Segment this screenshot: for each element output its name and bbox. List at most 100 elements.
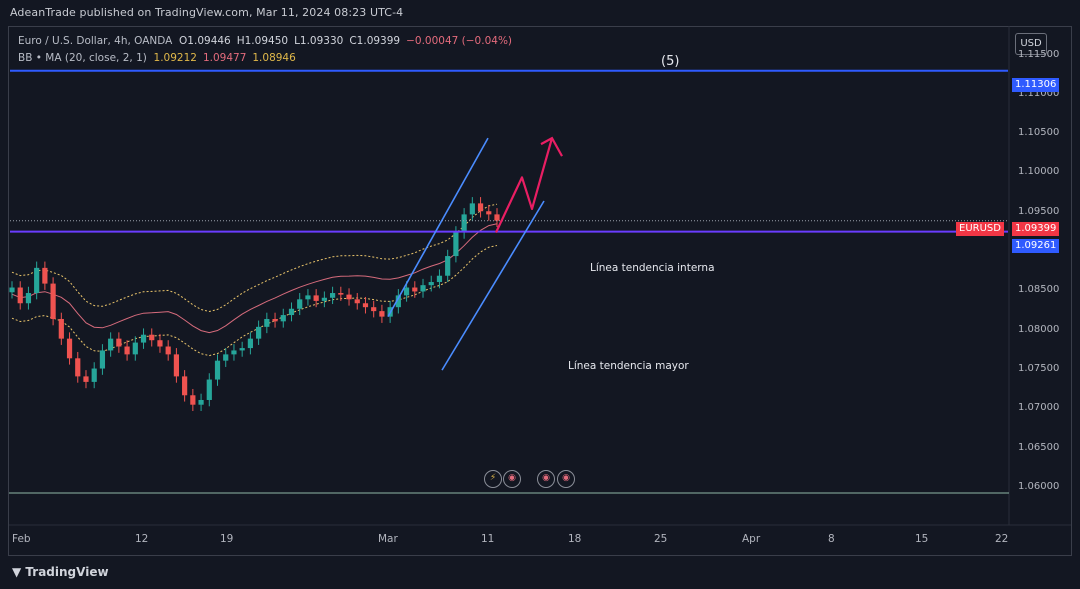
time-tick-label: 25	[654, 533, 668, 545]
candle-body	[206, 379, 212, 400]
projection-arrow	[495, 136, 563, 233]
candle-body	[346, 294, 352, 300]
candle-body	[124, 346, 130, 355]
candle-body	[247, 338, 253, 349]
legend-bb-upper: 1.09477	[202, 52, 247, 64]
candle-body	[231, 350, 237, 355]
legend-high: H1.09450	[236, 35, 289, 47]
us-flag-event-icon[interactable]: ◉	[557, 470, 575, 488]
candle-body	[313, 295, 319, 301]
legend-low: L1.09330	[294, 35, 344, 47]
time-tick-label: Mar	[378, 533, 398, 545]
legend-bb-title: BB • MA (20, close, 2, 1)	[18, 52, 147, 64]
price-tick-label: 1.11000	[1018, 87, 1060, 99]
candle-body	[445, 256, 451, 276]
candle-body	[256, 326, 262, 339]
candle-body	[264, 318, 270, 327]
bb-basis-line	[11, 223, 498, 334]
candle-body	[469, 203, 475, 215]
candle-body	[453, 232, 459, 257]
candle-body	[42, 267, 48, 284]
price-tick-label: 1.10500	[1018, 127, 1060, 139]
candle-body	[371, 307, 377, 312]
projection-path	[495, 137, 554, 233]
candle-body	[25, 293, 32, 304]
candle-body	[288, 308, 295, 316]
candle-body	[239, 348, 245, 351]
candle-body	[75, 358, 81, 377]
publish-caption: AdeanTrade published on TradingView.com,…	[10, 6, 404, 19]
time-tick-label: 15	[915, 533, 929, 545]
us-flag-event-icon[interactable]: ◉	[537, 470, 555, 488]
candle-body	[198, 399, 204, 405]
candle-body	[436, 275, 443, 283]
candle-body	[132, 342, 138, 355]
time-tick-label: Feb	[12, 533, 31, 545]
wave-count-label[interactable]: (5)	[661, 54, 680, 69]
time-tick-label: 12	[135, 533, 149, 545]
candle-body	[461, 214, 467, 233]
candles	[9, 197, 500, 411]
time-tick-label: 19	[220, 533, 234, 545]
candle-body	[214, 360, 221, 380]
candle-body	[477, 203, 484, 212]
legend-open: O1.09446	[179, 35, 231, 47]
legend-ohlc[interactable]: Euro / U.S. Dollar, 4h, OANDA O1.09446 H1…	[18, 35, 512, 47]
candle-body	[321, 297, 327, 301]
legend-bb[interactable]: BB • MA (20, close, 2, 1) 1.09212 1.09477…	[18, 52, 296, 64]
candle-body	[223, 354, 229, 361]
price-tick-label: 1.11500	[1018, 48, 1060, 60]
candle-body	[140, 334, 147, 343]
symbol-badge: EURUSD	[956, 222, 1004, 236]
candle-body	[297, 299, 303, 309]
currency-button[interactable]: USD	[1015, 33, 1047, 55]
candle-body	[305, 295, 311, 300]
resistance-price-badge: 1.11306	[1012, 78, 1060, 92]
candle-body	[272, 318, 278, 322]
footer-brand: TradingView	[25, 565, 109, 579]
candle-body	[329, 293, 336, 298]
candle-body	[50, 283, 56, 319]
candle-body	[58, 318, 64, 339]
bollinger-bands	[11, 203, 498, 357]
projection-arrowhead	[540, 136, 563, 157]
horizontal-levels	[10, 69, 1008, 233]
candle-body	[149, 334, 155, 341]
price-tick-label: 1.06000	[1018, 481, 1060, 493]
candle-body	[362, 303, 369, 308]
candle-body	[338, 293, 344, 295]
major-trendline	[441, 200, 545, 371]
annotation-internal-trendline[interactable]: Línea tendencia interna	[590, 262, 715, 274]
candle-body	[379, 311, 385, 317]
candle-body	[190, 395, 196, 405]
bb-upper-line	[11, 203, 498, 313]
legend-bb-lower: 1.08946	[252, 52, 296, 64]
time-tick-label: 11	[481, 533, 495, 545]
internal-trendline	[387, 137, 489, 318]
candle-body	[9, 287, 15, 293]
lightning-event-icon[interactable]: ⚡	[484, 470, 502, 488]
price-tick-label: 1.06500	[1018, 441, 1060, 453]
legend-symbol-title: Euro / U.S. Dollar, 4h, OANDA	[18, 35, 173, 47]
us-flag-event-icon[interactable]: ◉	[503, 470, 521, 488]
price-tick-label: 1.10000	[1018, 166, 1060, 178]
candle-body	[99, 350, 106, 369]
chart-frame[interactable]	[8, 26, 1072, 556]
bb-lower-line	[11, 245, 498, 357]
candle-body	[116, 338, 122, 347]
candle-body	[412, 287, 418, 292]
candle-body	[486, 211, 492, 215]
tv-logo-icon: ▼	[12, 565, 26, 579]
time-tick-label: Apr	[742, 533, 761, 545]
support-price-badge: 1.09261	[1012, 239, 1060, 253]
candle-body	[420, 285, 426, 292]
candle-body	[182, 376, 188, 396]
price-tick-label: 1.07000	[1018, 402, 1060, 414]
tradingview-logo[interactable]: ▼ TradingView	[12, 565, 109, 579]
candle-body	[428, 282, 434, 286]
candle-body	[354, 299, 360, 304]
annotation-major-trendline[interactable]: Línea tendencia mayor	[568, 360, 689, 372]
candle-body	[494, 214, 500, 221]
price-tick-label: 1.08000	[1018, 323, 1060, 335]
